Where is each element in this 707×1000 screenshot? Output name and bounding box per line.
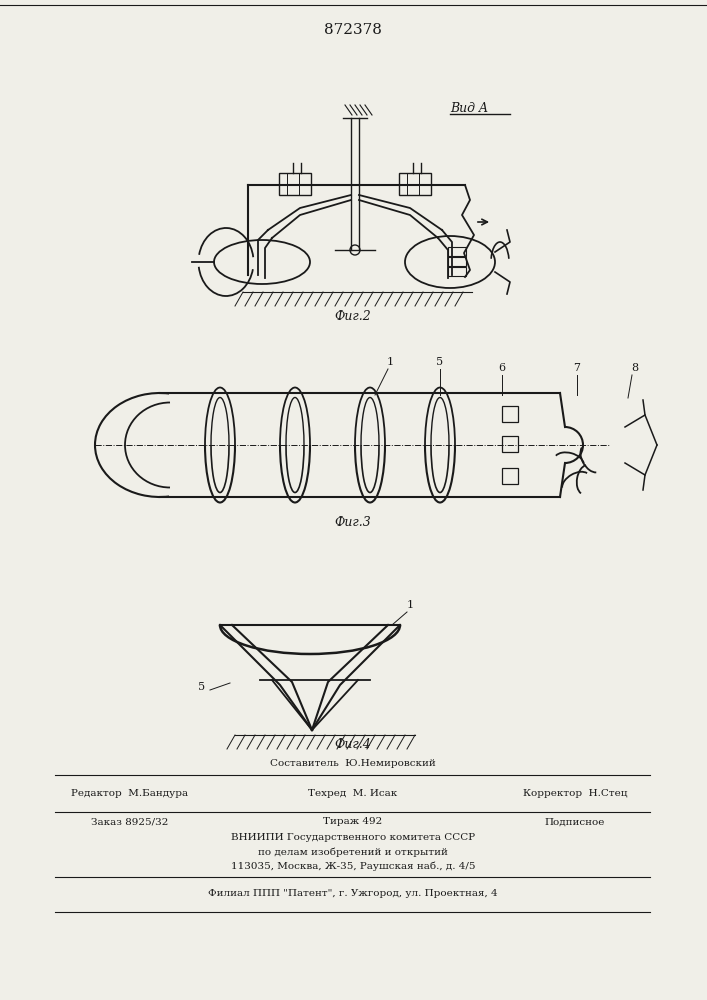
Text: Заказ 8925/32: Заказ 8925/32 — [91, 818, 169, 826]
Text: 5: 5 — [199, 682, 206, 692]
Text: Фиг.4: Фиг.4 — [334, 738, 371, 752]
Text: 5: 5 — [436, 357, 443, 367]
Text: по делам изобретений и открытий: по делам изобретений и открытий — [258, 847, 448, 857]
Text: 1: 1 — [407, 600, 414, 610]
Text: 7: 7 — [573, 363, 580, 373]
Text: ВНИИПИ Государственного комитета СССР: ВНИИПИ Государственного комитета СССР — [231, 834, 475, 842]
Text: 113035, Москва, Ж-35, Раушская наб., д. 4/5: 113035, Москва, Ж-35, Раушская наб., д. … — [230, 861, 475, 871]
Text: Подписное: Подписное — [545, 818, 605, 826]
Bar — [502, 406, 518, 422]
Bar — [502, 468, 518, 484]
Text: Редактор  М.Бандура: Редактор М.Бандура — [71, 788, 189, 798]
Text: Вид A: Вид A — [450, 102, 488, 114]
Bar — [448, 247, 466, 256]
Text: 8: 8 — [631, 363, 638, 373]
Text: Составитель  Ю.Немировский: Составитель Ю.Немировский — [270, 758, 436, 768]
Bar — [448, 267, 466, 276]
Text: 1: 1 — [387, 357, 394, 367]
Text: Техред  М. Исак: Техред М. Исак — [308, 788, 397, 798]
Bar — [279, 173, 311, 195]
Bar — [448, 257, 466, 266]
Text: Тираж 492: Тираж 492 — [323, 818, 382, 826]
Text: 872378: 872378 — [324, 23, 382, 37]
Text: Фиг.2: Фиг.2 — [334, 310, 371, 322]
Bar — [502, 436, 518, 452]
Text: 6: 6 — [498, 363, 506, 373]
Bar — [399, 173, 431, 195]
Text: Филиал ППП "Патент", г. Ужгород, ул. Проектная, 4: Филиал ППП "Патент", г. Ужгород, ул. Про… — [208, 888, 498, 898]
Text: Корректор  Н.Стец: Корректор Н.Стец — [522, 788, 627, 798]
Text: Фиг.3: Фиг.3 — [334, 516, 371, 528]
